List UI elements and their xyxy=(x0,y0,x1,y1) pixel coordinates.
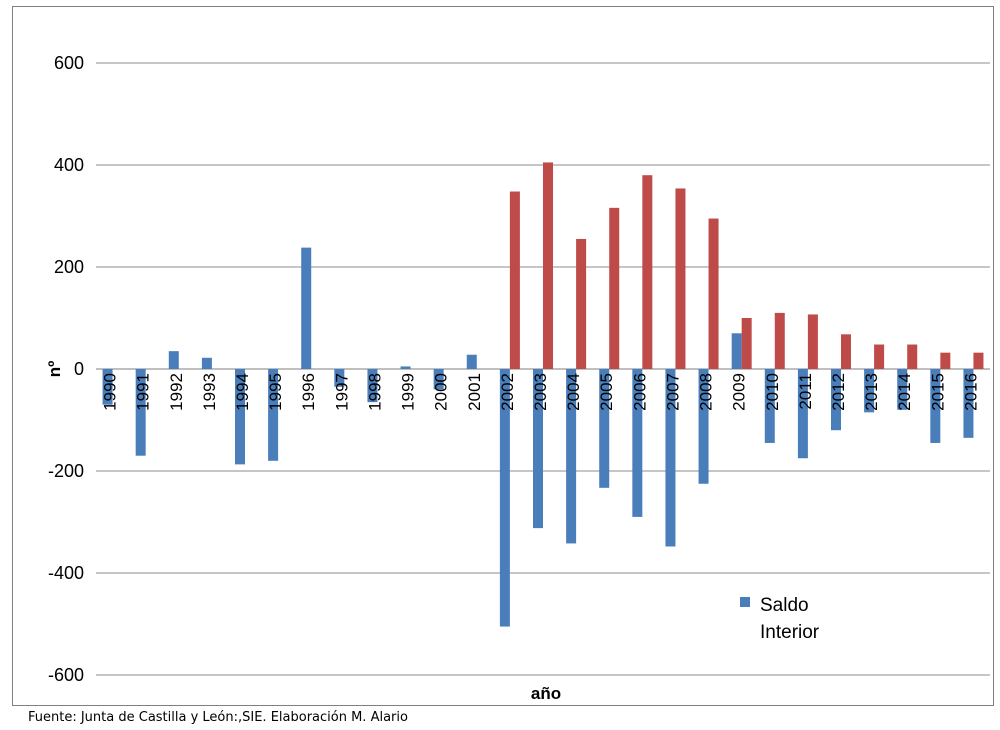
category-label-2003: 2003 xyxy=(531,373,550,411)
bar-series1-2007 xyxy=(665,369,676,547)
y-tick-label: 400 xyxy=(54,155,84,175)
category-label-2014: 2014 xyxy=(895,373,914,411)
category-label-1998: 1998 xyxy=(365,373,384,411)
category-label-2008: 2008 xyxy=(697,373,716,411)
category-label-2006: 2006 xyxy=(630,373,649,411)
bar-series2-2003 xyxy=(543,162,553,369)
legend-label-line1: Saldo xyxy=(760,595,809,616)
bar-series1-1997 xyxy=(334,369,345,387)
bar-series1-1998 xyxy=(367,369,378,403)
bar-series2-2012 xyxy=(841,334,851,369)
bar-series2-2009 xyxy=(741,318,752,369)
legend-label-line2: Interior xyxy=(760,622,820,643)
category-labels: 1990 1991 1992 1993 1994 1995 1996 1997 1998 1999… xyxy=(101,373,981,411)
category-label-1999: 1999 xyxy=(399,373,418,411)
category-label-2011: 2011 xyxy=(796,373,815,410)
bar-series1-2003 xyxy=(533,369,543,529)
category-label-2000: 2000 xyxy=(432,373,451,411)
bar-series1-2014 xyxy=(897,369,908,410)
bar-series1-1993 xyxy=(201,357,212,369)
bar-series1-1999 xyxy=(400,366,411,369)
category-label-2004: 2004 xyxy=(564,373,583,411)
bar-series1-2004 xyxy=(566,369,577,544)
bar-series1-2013 xyxy=(864,369,875,413)
category-label-1991: 1991 xyxy=(134,373,153,411)
legend: Saldo Interior xyxy=(740,595,820,643)
category-label-2001: 2001 xyxy=(465,373,484,411)
category-label-2016: 2016 xyxy=(961,373,980,411)
category-label-2010: 2010 xyxy=(763,373,782,411)
chart-frame xyxy=(12,6,994,706)
bar-series1-2016 xyxy=(963,369,974,438)
bar-series1-2011 xyxy=(797,369,808,459)
category-label-1990: 1990 xyxy=(101,373,120,411)
bar-series2-2010 xyxy=(774,312,785,369)
bar-series2-2014 xyxy=(907,344,918,369)
bar-series1-1996 xyxy=(301,247,312,369)
bar-series1-2000 xyxy=(433,369,444,390)
bar-series1-2006 xyxy=(632,369,643,517)
bar-series1-1992 xyxy=(168,351,179,369)
bar-series1-2005 xyxy=(599,369,610,488)
y-tick-label: -600 xyxy=(48,665,84,685)
category-label-2009: 2009 xyxy=(730,373,749,411)
bar-series1-1995 xyxy=(268,369,279,461)
y-tick-label: -200 xyxy=(48,461,84,481)
bar-series2-2008 xyxy=(708,218,719,369)
y-axis-title: nº xyxy=(45,361,64,378)
bar-series1-1991 xyxy=(135,369,146,456)
bar-series2-2016 xyxy=(973,352,984,369)
bar-series1-2010 xyxy=(764,369,775,443)
bar-series2-2006 xyxy=(642,175,653,369)
bar-series1-2002 xyxy=(499,369,510,627)
x-axis-title: año xyxy=(531,684,561,703)
bar-series2-2004 xyxy=(576,238,587,369)
bar-series1-1994 xyxy=(235,369,245,465)
category-label-1992: 1992 xyxy=(167,373,186,411)
category-label-2015: 2015 xyxy=(928,373,947,411)
y-tick-label: 600 xyxy=(54,53,84,73)
category-label-1993: 1993 xyxy=(200,373,219,411)
bar-series1-2001 xyxy=(466,354,477,369)
bars xyxy=(102,162,984,627)
bar-series2-2015 xyxy=(940,352,951,369)
y-tick-label: 0 xyxy=(74,359,84,379)
bar-series2-2011 xyxy=(807,314,818,369)
category-label-2007: 2007 xyxy=(663,373,682,411)
bar-series2-2007 xyxy=(675,188,686,369)
bar-series1-2008 xyxy=(698,369,709,484)
category-label-1996: 1996 xyxy=(299,373,318,411)
y-tick-labels: 600 400 200 0 -200 -400 -600 xyxy=(48,53,84,685)
y-tick-label: 200 xyxy=(54,257,84,277)
source-note: Fuente: Junta de Castilla y León:,SIE. E… xyxy=(28,710,408,725)
bar-series1-2015 xyxy=(930,369,941,443)
category-label-1994: 1994 xyxy=(233,373,252,411)
bar-series2-2005 xyxy=(609,207,620,369)
category-label-2012: 2012 xyxy=(829,373,848,411)
category-label-1997: 1997 xyxy=(332,373,351,411)
category-label-2013: 2013 xyxy=(862,373,881,411)
category-label-2002: 2002 xyxy=(498,373,517,411)
legend-swatch xyxy=(740,597,750,607)
category-label-2005: 2005 xyxy=(597,373,616,411)
bar-series2-2002 xyxy=(509,191,520,369)
bar-series1-2009 xyxy=(731,333,742,369)
category-label-1995: 1995 xyxy=(266,373,285,411)
bar-series1-1990 xyxy=(102,369,113,405)
bar-series2-2013 xyxy=(874,344,885,369)
bar-series1-2012 xyxy=(831,369,841,431)
y-tick-label: -400 xyxy=(48,563,84,583)
